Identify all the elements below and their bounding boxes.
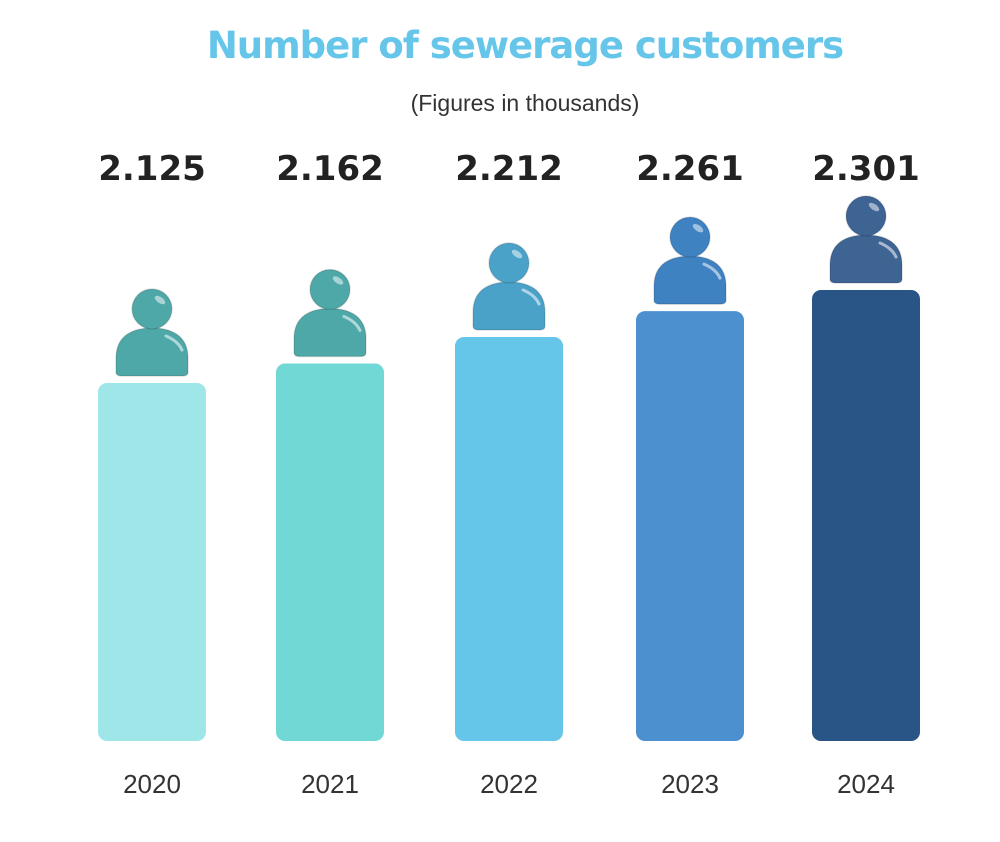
person-icon [472, 242, 546, 331]
value-label: 2.162 [276, 149, 384, 189]
value-label: 2.301 [812, 149, 920, 189]
bar-group-2023: 2.261 2023 [636, 149, 744, 799]
bar-2020 [98, 383, 206, 741]
person-icon [653, 216, 727, 305]
bar-group-2022: 2.212 2022 [455, 149, 563, 799]
bar-group-2021: 2.162 2021 [276, 149, 384, 799]
bar-group-2024: 2.301 2024 [812, 149, 920, 799]
value-label: 2.125 [98, 149, 206, 189]
person-icon [115, 288, 189, 377]
x-tick-label: 2023 [661, 769, 719, 799]
x-tick-label: 2021 [301, 769, 359, 799]
bar-group-2020: 2.125 2020 [98, 149, 206, 799]
bar-2023 [636, 311, 744, 741]
x-tick-label: 2024 [837, 769, 895, 799]
person-icon [293, 268, 367, 358]
chart-title: Number of sewerage customers [206, 24, 844, 67]
value-label: 2.261 [636, 149, 744, 189]
person-icon [829, 195, 903, 284]
bar-2022 [455, 337, 563, 741]
x-tick-label: 2022 [480, 769, 538, 799]
bar-2024 [812, 290, 920, 741]
chart-subtitle: (Figures in thousands) [410, 90, 640, 116]
x-tick-label: 2020 [123, 769, 181, 799]
value-label: 2.212 [455, 149, 563, 189]
bar-2021 [276, 363, 384, 741]
